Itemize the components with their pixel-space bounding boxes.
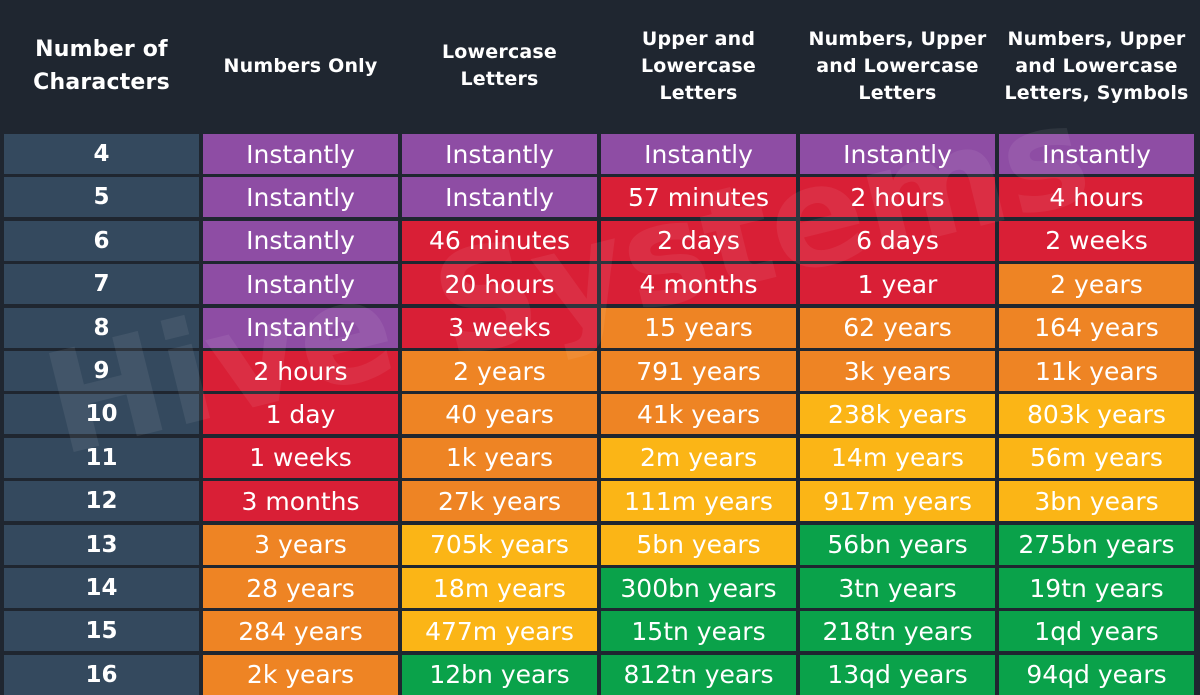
column-header-line: Letters	[858, 81, 937, 104]
table-cell: 3bn years	[999, 481, 1194, 522]
table-cell: 15 years	[601, 307, 796, 348]
column-header-5: Numbers, Upper and Lowercase Letters, Symb…	[997, 0, 1196, 132]
row-label-4: 4	[4, 134, 199, 174]
table-cell: 791 years	[601, 351, 796, 391]
table-cell: 11k years	[999, 351, 1194, 391]
table-cell: 238k years	[800, 394, 995, 435]
table-cell: 1 weeks	[203, 437, 398, 478]
row-label-8: 8	[4, 307, 199, 348]
table-cell: 275bn years	[999, 524, 1194, 565]
table-cell: 27k years	[402, 481, 597, 522]
table-cell: 1 day	[203, 394, 398, 435]
table-cell: 18m years	[402, 568, 597, 608]
table-cell: Instantly	[203, 307, 398, 348]
column-header-line: and Lowercase	[816, 54, 979, 77]
table-cell: 164 years	[999, 307, 1194, 348]
table-cell: 5bn years	[601, 524, 796, 565]
table-cell: Instantly	[203, 264, 398, 305]
table-cell: Instantly	[203, 134, 398, 174]
table-cell: 2 years	[402, 351, 597, 391]
table-cell: Instantly	[800, 134, 995, 174]
column-header-line: and Lowercase	[1015, 54, 1178, 77]
table-cell: 3 months	[203, 481, 398, 522]
table-cell: 3tn years	[800, 568, 995, 608]
table-cell: 1qd years	[999, 611, 1194, 652]
column-header-line: Numbers, Upper	[808, 27, 987, 50]
row-label-10: 10	[4, 394, 199, 435]
column-header-line: Upper and	[641, 27, 756, 50]
column-header-line: Number of	[35, 37, 168, 62]
column-header-line: Letters, Symbols	[1004, 81, 1189, 104]
table-cell: 1k years	[402, 437, 597, 478]
column-header-2: Lowercase Letters	[400, 0, 599, 132]
table-cell: 20 hours	[402, 264, 597, 305]
column-header-line: Numbers, Upper	[1007, 27, 1186, 50]
table-cell: 46 minutes	[402, 220, 597, 261]
column-header-line: Letters	[659, 81, 738, 104]
row-label-11: 11	[4, 437, 199, 478]
table-cell: Instantly	[203, 177, 398, 218]
table-cell: Instantly	[601, 134, 796, 174]
table-cell: 917m years	[800, 481, 995, 522]
table-cell: Instantly	[203, 220, 398, 261]
table-cell: 2 hours	[203, 351, 398, 391]
table-cell: 300bn years	[601, 568, 796, 608]
column-header-line: Lowercase	[640, 54, 757, 77]
row-label-6: 6	[4, 220, 199, 261]
row-label-12: 12	[4, 481, 199, 522]
table-cell: 56bn years	[800, 524, 995, 565]
row-label-9: 9	[4, 351, 199, 391]
table-cell: 803k years	[999, 394, 1194, 435]
table-cell: 28 years	[203, 568, 398, 608]
column-header-4: Numbers, Upper and Lowercase Letters	[798, 0, 997, 132]
table-cell: 4 hours	[999, 177, 1194, 218]
row-label-13: 13	[4, 524, 199, 565]
table-cell: 2 days	[601, 220, 796, 261]
row-label-15: 15	[4, 611, 199, 652]
table-cell: 1 year	[800, 264, 995, 305]
table-cell: 111m years	[601, 481, 796, 522]
table-cell: 2 hours	[800, 177, 995, 218]
table-cell: 284 years	[203, 611, 398, 652]
table-cell: 41k years	[601, 394, 796, 435]
column-header-0: Number of Characters	[2, 0, 201, 132]
table-cell: 218tn years	[800, 611, 995, 652]
column-header-3: Upper and Lowercase Letters	[599, 0, 798, 132]
table-cell: Instantly	[402, 134, 597, 174]
table-cell: 3k years	[800, 351, 995, 391]
table-cell: 3 years	[203, 524, 398, 565]
row-label-7: 7	[4, 264, 199, 305]
table-cell: 4 months	[601, 264, 796, 305]
row-label-5: 5	[4, 177, 199, 218]
table-cell: Instantly	[402, 177, 597, 218]
table-cell: 705k years	[402, 524, 597, 565]
table-cell: 477m years	[402, 611, 597, 652]
table-cell: 14m years	[800, 437, 995, 478]
table-cell: 57 minutes	[601, 177, 796, 218]
column-header-1: Numbers Only	[201, 0, 400, 132]
table-cell: 15tn years	[601, 611, 796, 652]
column-header-line: Letters	[460, 68, 539, 90]
table-cell: 2 years	[999, 264, 1194, 305]
table-cell: Instantly	[999, 134, 1194, 174]
table-cell: 62 years	[800, 307, 995, 348]
table-cell: 2 weeks	[999, 220, 1194, 261]
column-header-line: Numbers Only	[223, 54, 378, 77]
table-cell: 3 weeks	[402, 307, 597, 348]
row-label-14: 14	[4, 568, 199, 608]
table-cell: 2m years	[601, 437, 796, 478]
table-cell: 6 days	[800, 220, 995, 261]
table-cell: 40 years	[402, 394, 597, 435]
column-header-line: Lowercase	[441, 41, 558, 63]
table-cell: 19tn years	[999, 568, 1194, 608]
column-header-line: Characters	[33, 70, 170, 95]
table-cell: 56m years	[999, 437, 1194, 478]
